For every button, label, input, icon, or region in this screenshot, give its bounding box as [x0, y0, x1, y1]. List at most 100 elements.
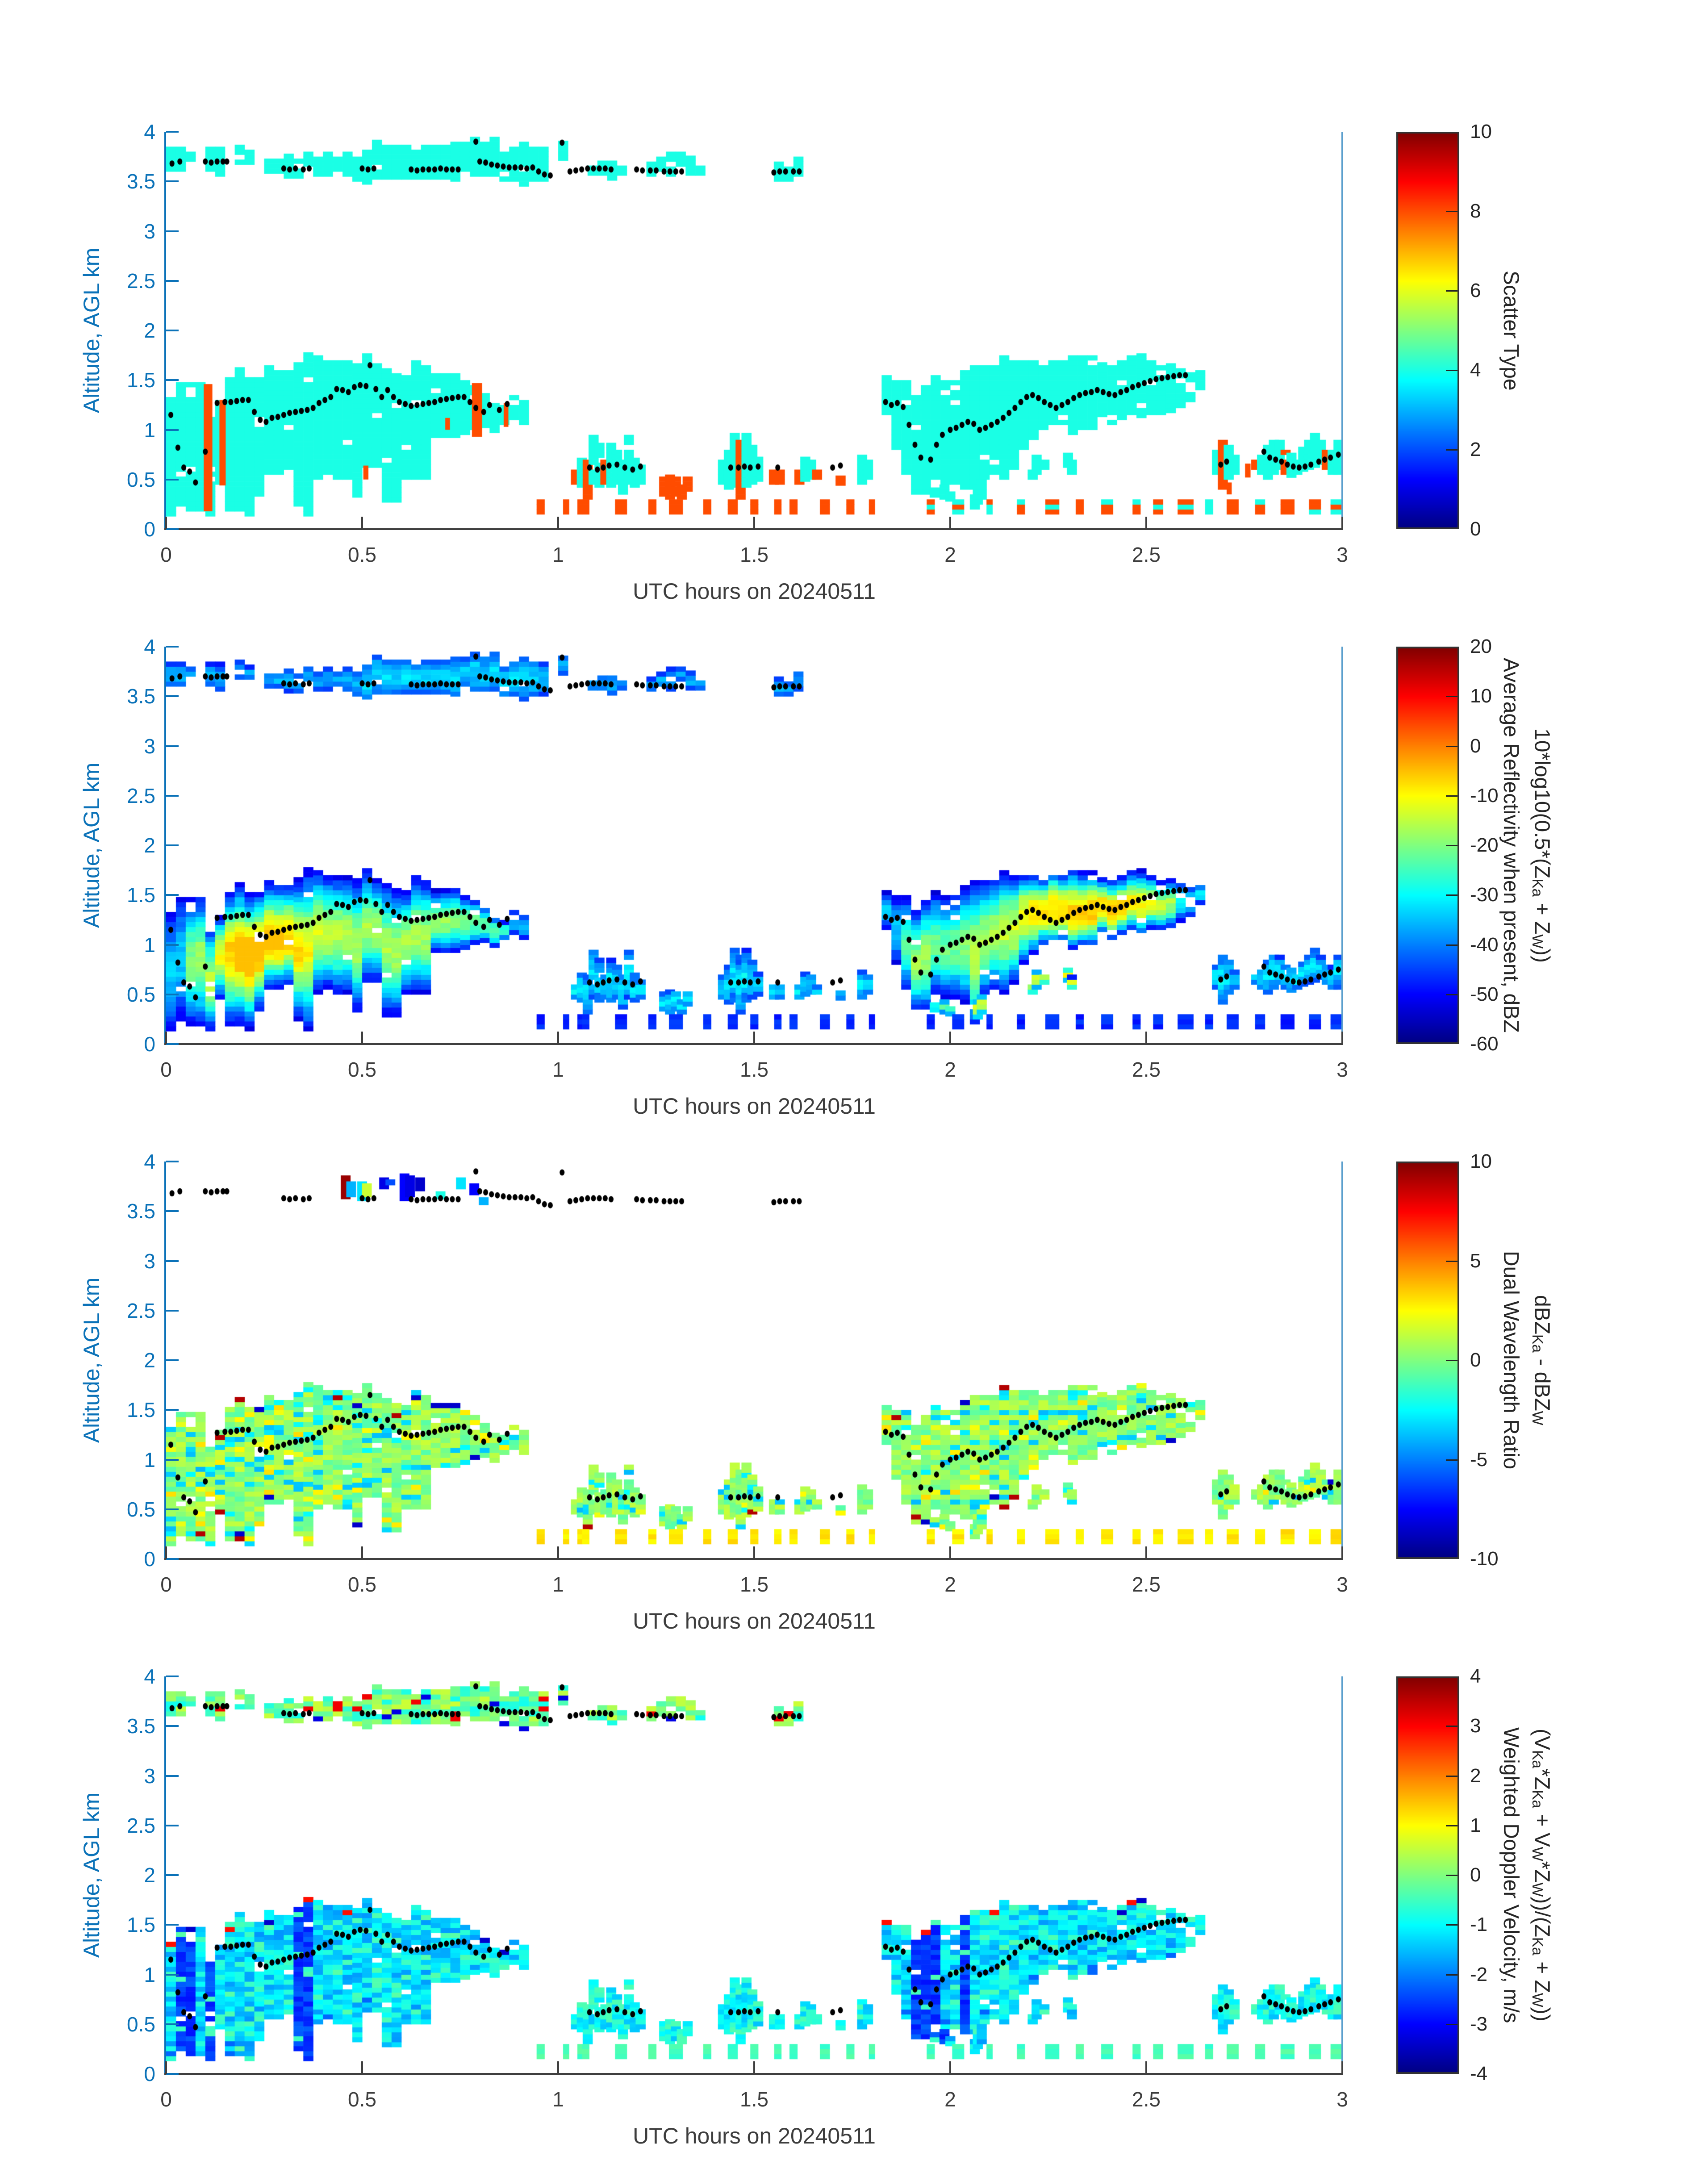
colorbar-tick-mark [1446, 795, 1457, 797]
y-tick-mark [166, 180, 179, 183]
x-tick-label: 0 [160, 2088, 172, 2111]
y-tick-label: 1 [144, 418, 155, 442]
x-tick-label: 1.5 [740, 543, 768, 566]
y-axis-line [164, 132, 166, 529]
colorbar-title: Scatter Type [1496, 132, 1526, 529]
colorbar-tick-label: -10 [1470, 784, 1499, 806]
y-axis-label: Altitude, AGL km [79, 1792, 104, 1958]
x-tick-mark [1341, 517, 1343, 529]
colorbar-tick-label: 4 [1470, 359, 1481, 381]
y-tick-label: 1 [144, 1448, 155, 1471]
y-tick-mark [166, 131, 179, 133]
colorbar-tick-label: 0 [1470, 518, 1481, 540]
right-axis-line [1341, 1162, 1343, 1559]
colorbar-tick-mark [1446, 894, 1457, 896]
y-tick-mark [166, 646, 179, 648]
y-tick-label: 3.5 [127, 1199, 155, 1223]
x-tick-label: 0.5 [348, 1573, 376, 1596]
x-tick-mark [753, 1032, 755, 1044]
y-tick-label: 2.5 [127, 269, 155, 292]
colorbar-tick-label: -5 [1470, 1448, 1488, 1471]
x-axis-label: UTC hours on 20240511 [633, 579, 876, 604]
x-tick-mark [949, 1032, 951, 1044]
y-tick-mark [166, 230, 179, 232]
y-axis-label: Altitude, AGL km [79, 247, 104, 414]
y-tick-mark [166, 2073, 179, 2075]
y-tick-label: 3 [144, 1249, 155, 1273]
y-tick-label: 3.5 [127, 1714, 155, 1738]
x-tick-mark [165, 1546, 167, 1559]
y-tick-mark [166, 844, 179, 846]
colorbar-tick-label: -1 [1470, 1914, 1488, 1936]
y-tick-mark [166, 1725, 179, 1727]
y-tick-mark [166, 1359, 179, 1361]
colorbar-title-line: Weighted Doppler Velocity, m/s [1499, 1727, 1523, 2023]
colorbar-tick-mark [1446, 370, 1457, 371]
y-tick-label: 1.5 [127, 368, 155, 392]
x-tick-mark [949, 1546, 951, 1559]
y-tick-label: 1.5 [127, 883, 155, 907]
colorbar-tick-mark [1446, 1459, 1457, 1461]
x-tick-label: 2 [944, 543, 956, 566]
y-tick-label: 1 [144, 933, 155, 957]
y-tick-mark [166, 1309, 179, 1312]
y-tick-mark [166, 695, 179, 698]
y-tick-label: 0 [144, 518, 155, 541]
colorbar-tick-label: -20 [1470, 834, 1499, 856]
colorbar-tick-label: 8 [1470, 200, 1481, 222]
y-tick-mark [166, 379, 179, 381]
x-tick-mark [1145, 1032, 1147, 1044]
colorbar-tick-mark [1446, 1875, 1457, 1876]
y-tick-label: 3 [144, 1764, 155, 1788]
x-tick-label: 1 [552, 543, 564, 566]
colorbar-tick-label: -3 [1470, 2013, 1488, 2035]
colorbar-title: Average Reflectivity when present, dBZ 10… [1496, 647, 1557, 1044]
x-tick-mark [557, 1032, 559, 1044]
colorbar-tick-mark [1446, 944, 1457, 946]
colorbar-tick-label: 3 [1470, 1715, 1481, 1737]
colorbar-tick-label: 10 [1470, 1150, 1492, 1172]
x-tick-label: 3 [1336, 1573, 1348, 1596]
colorbar-tick-mark [1446, 994, 1457, 995]
x-tick-mark [557, 2061, 559, 2074]
x-tick-label: 2.5 [1132, 2088, 1161, 2111]
x-tick-label: 3 [1336, 1058, 1348, 1081]
y-tick-label: 3 [144, 734, 155, 758]
y-tick-label: 0 [144, 1547, 155, 1571]
panel-dual-wavelength-ratio: Altitude, AGL km UTC hours on 20240511 0… [0, 1150, 1708, 1634]
y-tick-label: 3.5 [127, 685, 155, 708]
colorbar-title: Weighted Doppler Velocity, m/s (VKa*ZKa +… [1496, 1676, 1557, 2074]
y-tick-mark [166, 1043, 179, 1045]
x-tick-mark [557, 1546, 559, 1559]
right-axis-line [1341, 132, 1343, 529]
colorbar-tick-label: 0 [1470, 1864, 1481, 1886]
x-tick-label: 3 [1336, 2088, 1348, 2111]
colorbar-tick-label: 20 [1470, 635, 1492, 657]
x-tick-label: 1 [552, 1573, 564, 1596]
y-tick-mark [166, 1458, 179, 1461]
x-tick-mark [361, 1546, 363, 1559]
y-tick-mark [166, 1973, 179, 1976]
y-tick-label: 0.5 [127, 982, 155, 1006]
y-tick-mark [166, 745, 179, 747]
x-tick-mark [165, 2061, 167, 2074]
y-tick-label: 4 [144, 1665, 155, 1688]
x-tick-label: 0.5 [348, 543, 376, 566]
colorbar-tick-label: 5 [1470, 1249, 1481, 1272]
x-axis-line [164, 2073, 1343, 2075]
colorbar-tick-label: 1 [1470, 1814, 1481, 1836]
x-axis-line [164, 1558, 1343, 1560]
colorbar-tick-label: 0 [1470, 1349, 1481, 1371]
x-axis-label: UTC hours on 20240511 [633, 1094, 876, 1119]
x-tick-mark [1145, 1546, 1147, 1559]
colorbar-title-line: 10*log10(0.5*(ZKa + ZW)) [1529, 728, 1554, 963]
y-tick-mark [166, 330, 179, 331]
colorbar-tick-label: 6 [1470, 280, 1481, 301]
y-tick-mark [166, 1161, 179, 1162]
y-tick-mark [166, 1210, 179, 1212]
colorbar-tick-label: 0 [1470, 735, 1481, 757]
y-tick-mark [166, 1676, 179, 1677]
heatmap-canvas [166, 132, 1342, 529]
colorbar-tick-mark [1446, 1775, 1457, 1777]
